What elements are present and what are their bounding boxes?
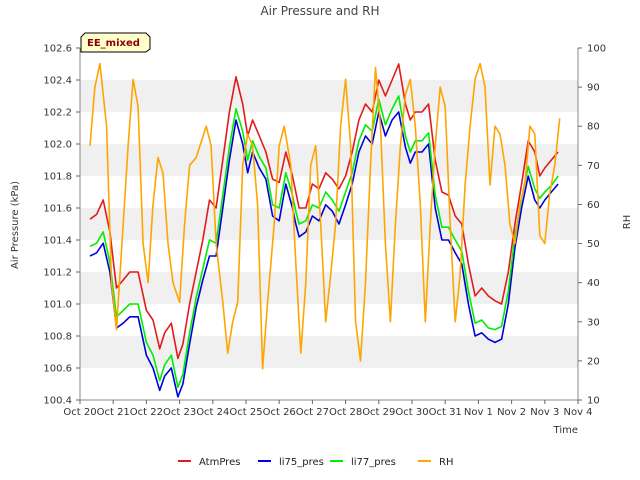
x-axis-label: Time <box>553 425 578 436</box>
x-tick-label: Nov 1 <box>464 407 493 418</box>
y2-tick-label: 40 <box>587 278 600 289</box>
y2-tick-label: 50 <box>587 239 600 250</box>
y-tick-label: 102.2 <box>43 108 72 119</box>
y-tick-label: 100.4 <box>43 396 72 407</box>
legend-label: li75_pres <box>279 457 324 468</box>
y-tick-label: 101.2 <box>43 268 72 279</box>
y-tick-label: 102.6 <box>43 44 72 55</box>
grid-band <box>80 144 578 176</box>
y2-tick-label: 20 <box>587 356 600 367</box>
y2-axis-label: RH <box>622 215 633 229</box>
y2-tick-label: 90 <box>587 83 600 94</box>
badge-box <box>80 32 151 53</box>
y-tick-label: 101.4 <box>43 236 72 247</box>
y-tick-label: 101.8 <box>43 172 72 183</box>
badge: EE_mixed <box>80 32 151 53</box>
x-tick-label: Oct 29 <box>362 407 395 418</box>
grid-band <box>80 208 578 240</box>
x-tick-label: Oct 30 <box>395 407 428 418</box>
y-tick-label: 100.8 <box>43 332 72 343</box>
grid-bands <box>80 48 578 400</box>
y2-tick-label: 30 <box>587 317 600 328</box>
series-line-li77_pres <box>89 95 559 388</box>
series-line-RH <box>89 62 561 370</box>
x-tick-label: Oct 28 <box>329 407 362 418</box>
x-tick-label: Oct 27 <box>296 407 329 418</box>
x-tick-label: Nov 2 <box>497 407 526 418</box>
y2-tick-label: 70 <box>587 161 600 172</box>
y2-tick-label: 10 <box>587 396 600 407</box>
legend-label: li77_pres <box>351 457 396 468</box>
x-tick-label: Oct 26 <box>263 407 296 418</box>
axes: 100.4 100.6 100.8 101.0 101.2 101.4 101.6 101.8… <box>43 44 606 419</box>
legend-label: AtmPres <box>199 457 240 468</box>
legend: AtmPres li75_pres li77_pres RH <box>178 457 453 468</box>
y-tick-label: 102.0 <box>43 140 72 151</box>
y-axis-label: Air Pressure (kPa) <box>10 181 21 269</box>
y2-tick-label: 80 <box>587 122 600 133</box>
x-tick-label: Oct 31 <box>429 407 462 418</box>
y-tick-label: 102.4 <box>43 76 72 87</box>
y-tick-label: 101.0 <box>43 300 72 311</box>
plot-lines <box>89 62 561 398</box>
x-tick-label: Oct 22 <box>130 407 163 418</box>
legend-label: RH <box>439 457 453 468</box>
x-tick-label: Oct 21 <box>97 407 130 418</box>
y2-tick-label: 100 <box>587 44 606 55</box>
x-tick-label: Nov 3 <box>530 407 559 418</box>
series-line-AtmPres <box>89 63 559 360</box>
grid-band <box>80 336 578 368</box>
x-tick-label: Oct 23 <box>163 407 196 418</box>
chart-title: Air Pressure and RH <box>260 4 379 18</box>
x-tick-label: Oct 20 <box>63 407 96 418</box>
x-tick-label: Oct 25 <box>229 407 262 418</box>
y2-tick-label: 60 <box>587 200 600 211</box>
y-tick-label: 101.6 <box>43 204 72 215</box>
badge-label: EE_mixed <box>87 38 140 49</box>
x-tick-label: Oct 24 <box>196 407 229 418</box>
x-tick-label: Nov 4 <box>563 407 592 418</box>
series-line-li75_pres <box>89 111 559 398</box>
y-tick-label: 100.6 <box>43 364 72 375</box>
grid-band <box>80 80 578 112</box>
